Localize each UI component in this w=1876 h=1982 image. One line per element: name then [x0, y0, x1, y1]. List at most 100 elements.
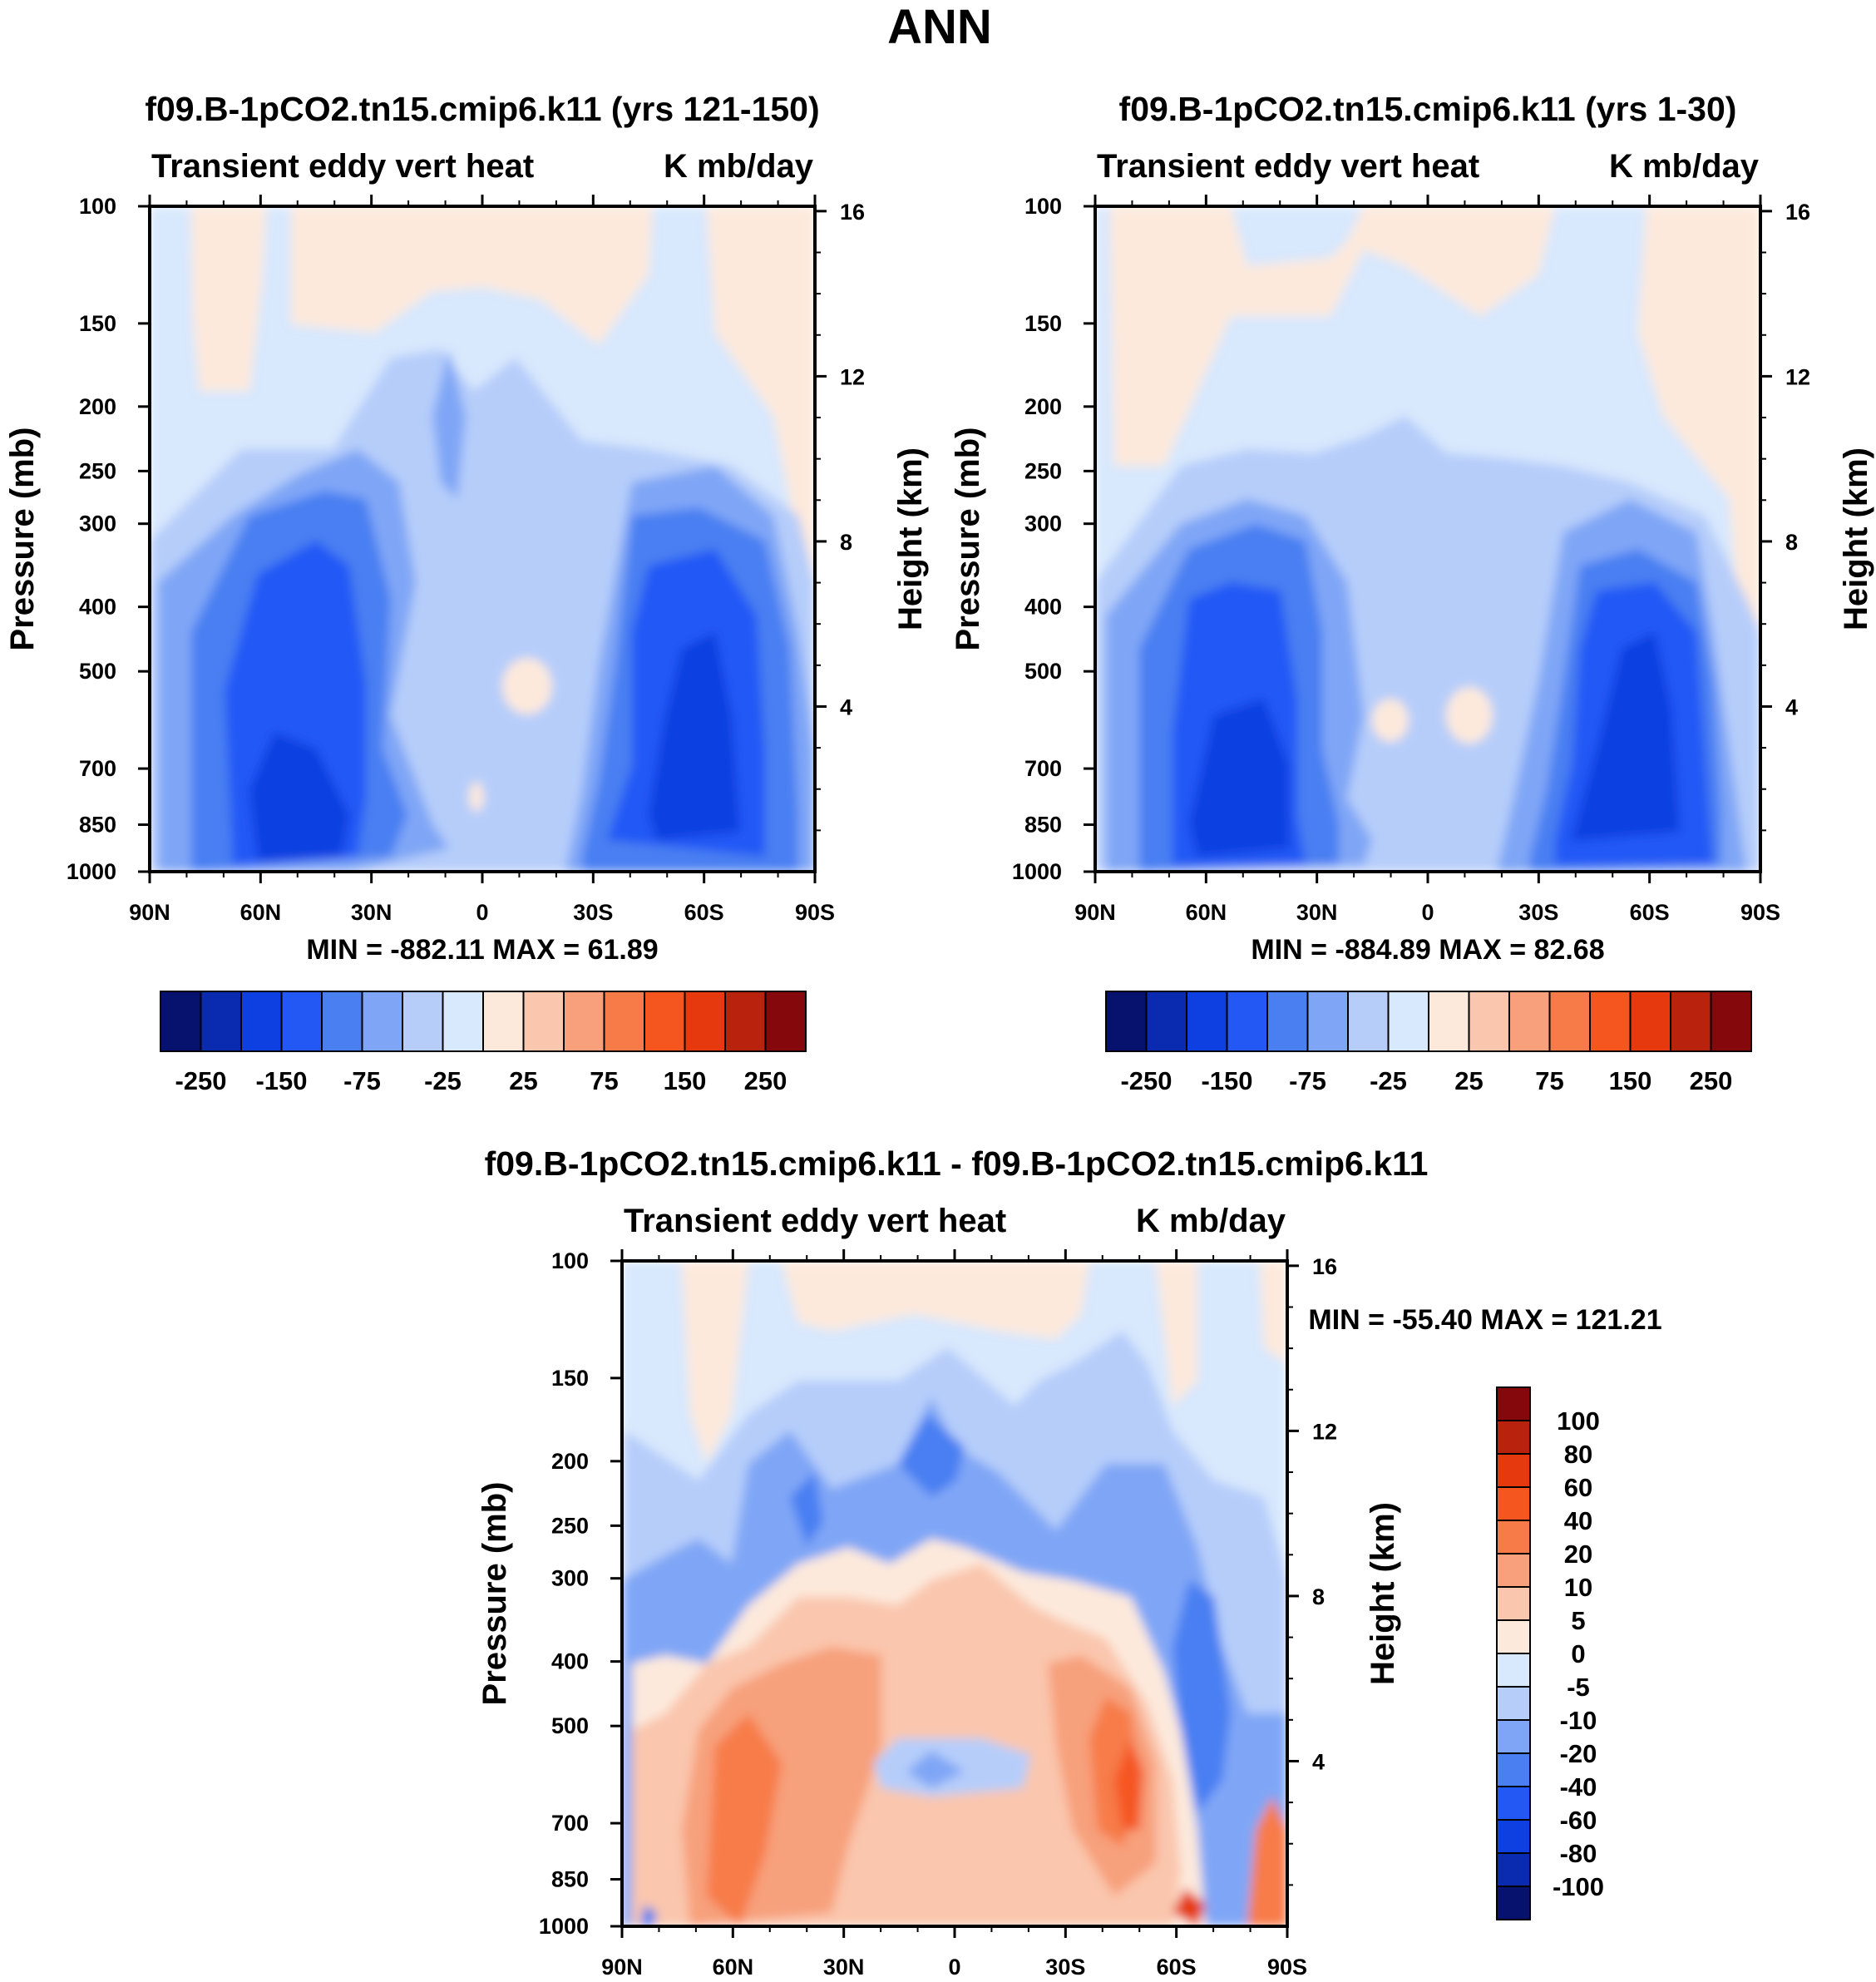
- y-tick-label: 500: [551, 1713, 589, 1738]
- chart-1: 90N 60N 30N 0 30S 60S 90S 100 150 200 250 300 400 500…: [950, 194, 1874, 1095]
- colorbar-swatch: [160, 991, 202, 1052]
- colorbar-swatch: [684, 991, 726, 1052]
- contour-field: [150, 206, 815, 872]
- colorbar-swatch: [1496, 1486, 1531, 1521]
- y-tick-label: 250: [551, 1513, 589, 1538]
- colorbar-swatch: [1105, 991, 1148, 1052]
- y-tick-label: 200: [79, 394, 116, 419]
- colorbar-label: 25: [509, 1066, 537, 1095]
- colorbar-label: -100: [1553, 1872, 1604, 1901]
- x-tick-label: 90N: [601, 1955, 643, 1980]
- colorbar-swatch: [1186, 991, 1228, 1052]
- x-tick-label: 90S: [795, 900, 835, 925]
- colorbar-label: 10: [1564, 1573, 1592, 1602]
- colorbar-label: -250: [1120, 1066, 1172, 1095]
- colorbar-swatch: [1496, 1520, 1531, 1554]
- y-tick-label: 300: [1024, 512, 1062, 536]
- y-tick-label: 400: [1024, 595, 1062, 620]
- y-tick-label: 400: [79, 595, 116, 620]
- colorbar-label: 60: [1564, 1473, 1592, 1502]
- colorbar-label: -250: [175, 1066, 226, 1095]
- colorbar-swatch: [1496, 1553, 1531, 1588]
- colorbar-swatch: [1670, 991, 1712, 1052]
- y-tick-label: 250: [1024, 458, 1062, 483]
- colorbar-swatch: [361, 991, 403, 1052]
- y-tick-label: 250: [79, 458, 116, 483]
- colorbar-label: 25: [1454, 1066, 1483, 1095]
- x-tick-label: 0: [1421, 900, 1434, 925]
- y-tick-label: 850: [551, 1867, 589, 1892]
- units-label: K mb/day: [664, 148, 814, 185]
- colorbar-label: -75: [343, 1066, 381, 1095]
- colorbar-swatch: [724, 991, 767, 1052]
- height-axis-title: Height (km): [1365, 1502, 1401, 1685]
- colorbar-swatch: [482, 991, 525, 1052]
- x-tick-label: 60N: [240, 900, 282, 925]
- x-tick-label: 90S: [1267, 1955, 1307, 1980]
- height-tick-label: 16: [840, 200, 865, 225]
- colorbar-swatch: [1496, 1819, 1531, 1854]
- colorbar-label: -20: [1560, 1739, 1597, 1768]
- colorbar-label: -10: [1560, 1706, 1597, 1735]
- colorbar-label: 80: [1564, 1440, 1592, 1469]
- colorbar-swatch: [1548, 991, 1591, 1052]
- height-tick-label: 12: [840, 364, 865, 389]
- chart-0: 90N 60N 30N 0 30S 60S 90S 100 150 200 250 300 400 500…: [4, 194, 929, 1095]
- colorbar-swatch: [1496, 1886, 1531, 1920]
- colorbar-swatch: [1145, 991, 1187, 1052]
- x-tick-label: 90N: [1074, 900, 1116, 925]
- colorbar-swatch: [1496, 1586, 1531, 1621]
- colorbar-label: 40: [1564, 1506, 1592, 1535]
- x-tick-label: 60S: [1157, 1955, 1197, 1980]
- y-tick-label: 150: [551, 1366, 589, 1391]
- y-tick-label: 300: [79, 512, 116, 536]
- colorbar-label: 20: [1564, 1540, 1592, 1569]
- x-tick-label: 0: [476, 900, 488, 925]
- y-axis-title: Pressure (mb): [4, 428, 41, 651]
- variable-label: Transient eddy vert heat: [624, 1203, 1006, 1239]
- y-tick-label: 100: [1024, 194, 1062, 219]
- colorbar-swatch: [644, 991, 686, 1052]
- colorbar-swatch: [1496, 1852, 1531, 1887]
- y-tick-label: 500: [1024, 659, 1062, 684]
- height-tick-label: 8: [1312, 1584, 1325, 1609]
- variable-label: Transient eddy vert heat: [151, 148, 534, 185]
- panel-title: f09.B-1pCO2.tn15.cmip6.k11 (yrs 1-30): [1119, 90, 1737, 128]
- contour-field: [622, 1261, 1287, 1926]
- colorbar-swatch: [1496, 1786, 1531, 1821]
- colorbar-swatch: [603, 991, 645, 1052]
- y-tick-label: 400: [551, 1649, 589, 1674]
- colorbar-label: 5: [1571, 1606, 1585, 1635]
- colorbar-label: -25: [1370, 1066, 1407, 1095]
- contour-field: [1095, 206, 1760, 872]
- y-tick-label: 150: [79, 311, 116, 336]
- x-tick-label: 0: [948, 1955, 960, 1980]
- colorbar-swatch: [1226, 991, 1268, 1052]
- colorbar-swatch: [1428, 991, 1470, 1052]
- colorbar-label: 0: [1571, 1639, 1585, 1668]
- colorbar-label: -40: [1560, 1772, 1597, 1802]
- colorbar-swatch: [1266, 991, 1309, 1052]
- colorbar-swatch: [563, 991, 605, 1052]
- colorbar-label: 250: [744, 1066, 787, 1095]
- height-tick-label: 8: [1785, 530, 1798, 555]
- colorbar-swatch: [1496, 1386, 1531, 1421]
- height-tick-label: 8: [840, 530, 852, 555]
- y-tick-label: 1000: [67, 859, 116, 884]
- y-tick-label: 200: [1024, 394, 1062, 419]
- height-tick-label: 4: [1785, 694, 1798, 719]
- x-tick-label: 60S: [684, 900, 724, 925]
- colorbar-swatch: [1496, 1653, 1531, 1688]
- min-max-label: MIN = -55.40 MAX = 121.21: [1308, 1304, 1661, 1336]
- y-tick-label: 100: [551, 1248, 589, 1273]
- colorbar-swatch: [522, 991, 565, 1052]
- axes-and-colorbars: 90N 60N 30N 0 30S 60S 90S100150200250300400500…: [4, 194, 1874, 1980]
- colorbar-label: -60: [1560, 1806, 1597, 1835]
- x-tick-label: 30N: [823, 1955, 865, 1980]
- colorbar-swatch: [1508, 991, 1551, 1052]
- units-label: K mb/day: [1136, 1203, 1286, 1239]
- height-tick-label: 4: [1312, 1749, 1325, 1774]
- colorbar-swatch: [200, 991, 242, 1052]
- y-tick-label: 700: [1024, 756, 1062, 781]
